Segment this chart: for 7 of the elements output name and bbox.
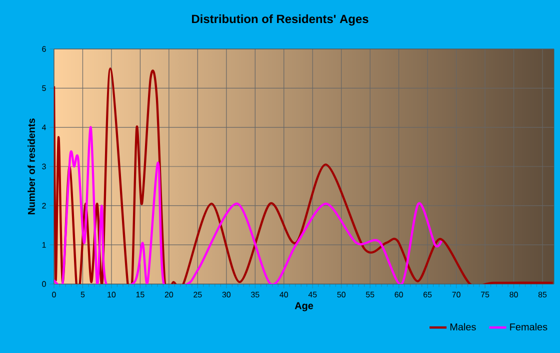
legend-label: Females — [510, 323, 548, 330]
line-series — [54, 126, 442, 284]
legend-label: Males — [450, 323, 476, 330]
x-axis-title: Age — [294, 302, 314, 312]
line-series — [54, 67, 554, 284]
y-axis-title: Number of residents — [28, 118, 35, 214]
chart-title: Distribution of Residents' Ages — [192, 14, 368, 26]
